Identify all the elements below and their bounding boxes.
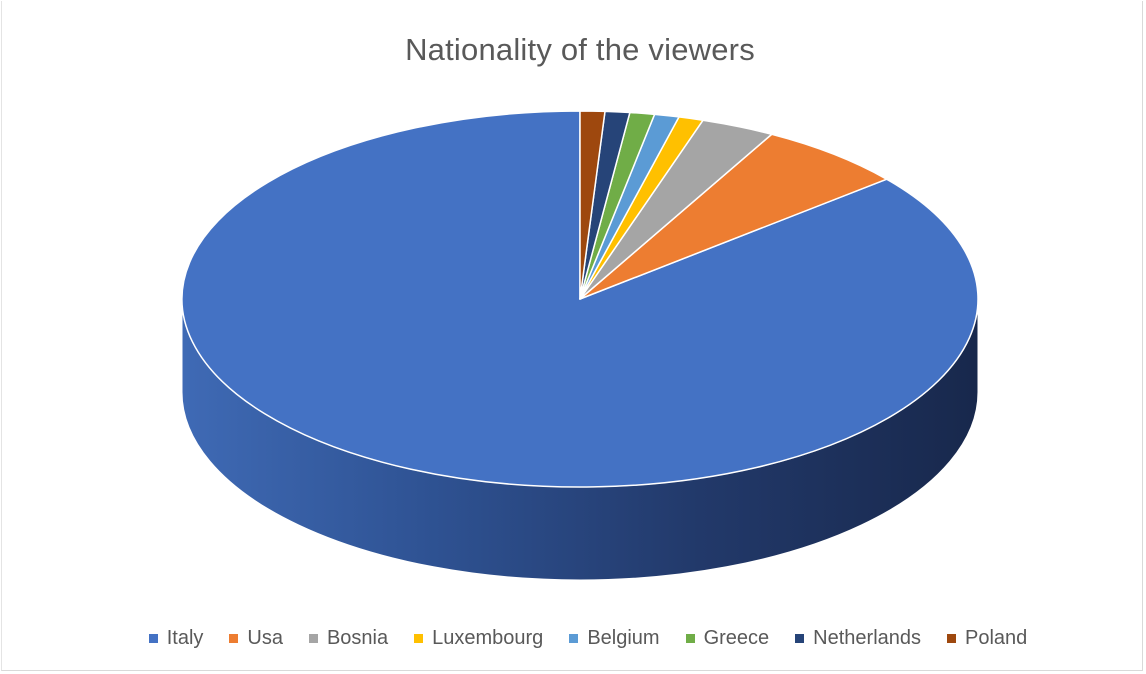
legend-item-belgium: Belgium bbox=[569, 627, 660, 650]
legend-item-poland: Poland bbox=[947, 627, 1027, 650]
legend-label-greece: Greece bbox=[703, 627, 770, 649]
legend-item-usa: Usa bbox=[229, 627, 283, 650]
legend-swatch-italy bbox=[148, 634, 158, 643]
legend-label-usa: Usa bbox=[247, 627, 283, 649]
legend-label-bosnia: Bosnia bbox=[326, 627, 389, 649]
pie-top-face bbox=[181, 110, 979, 488]
legend-item-greece: Greece bbox=[685, 627, 770, 650]
legend-swatch-bosnia bbox=[308, 634, 318, 643]
legend-swatch-netherlands bbox=[795, 634, 805, 643]
pie-slice-poland bbox=[579, 110, 606, 300]
legend-swatch-luxembourg bbox=[414, 634, 424, 643]
legend-item-luxembourg: Luxembourg bbox=[414, 627, 543, 650]
chart-title: Nationality of the viewers bbox=[405, 32, 755, 67]
legend: Italy Usa Bosnia Luxembourg Belgium Greece Net… bbox=[0, 627, 1146, 650]
legend-item-netherlands: Netherlands bbox=[795, 627, 921, 650]
pie-slice-usa bbox=[579, 133, 888, 300]
legend-swatch-belgium bbox=[569, 634, 579, 643]
legend-item-bosnia: Bosnia bbox=[308, 627, 389, 650]
legend-label-italy: Italy bbox=[166, 627, 204, 649]
legend-label-belgium: Belgium bbox=[587, 627, 660, 649]
legend-label-netherlands: Netherlands bbox=[813, 627, 922, 649]
legend-label-poland: Poland bbox=[965, 627, 1028, 649]
legend-item-italy: Italy bbox=[148, 627, 204, 650]
legend-label-luxembourg: Luxembourg bbox=[432, 627, 544, 649]
legend-swatch-greece bbox=[685, 634, 695, 643]
legend-swatch-poland bbox=[947, 634, 957, 643]
legend-swatch-usa bbox=[229, 634, 239, 643]
